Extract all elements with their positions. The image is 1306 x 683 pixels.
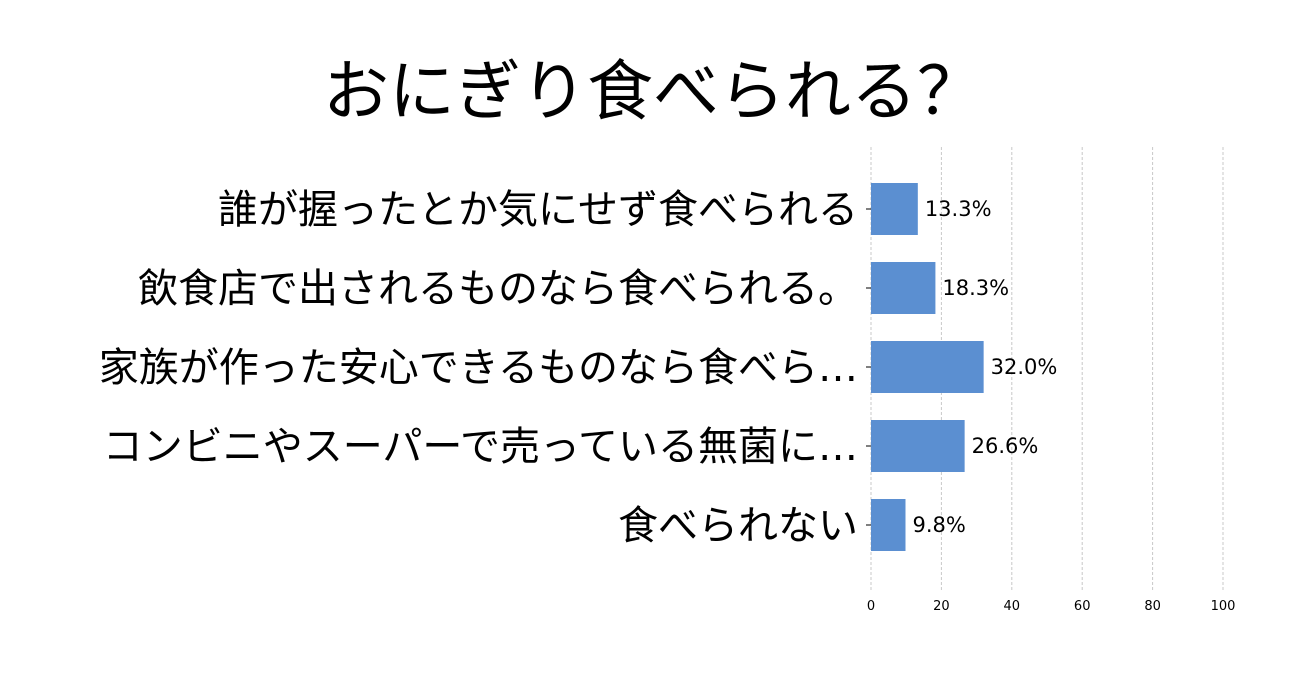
bar-1 (871, 262, 936, 314)
x-tick-label: 20 (933, 599, 950, 614)
value-label: 13.3% (925, 197, 992, 221)
value-label: 32.0% (991, 355, 1058, 379)
category-label: 誰が握ったとか気にせず食べられる (218, 187, 858, 233)
value-label: 26.6% (972, 434, 1039, 458)
category-label: 飲食店で出されるものなら食べられる。 (138, 266, 858, 312)
x-tick-label: 100 (1211, 599, 1236, 614)
x-tick-label: 80 (1144, 599, 1161, 614)
chart-title: おにぎり食べられる？ (323, 53, 983, 130)
value-label: 18.3% (942, 276, 1009, 300)
bar-3 (871, 420, 965, 472)
bar-4 (871, 499, 906, 551)
bar-0 (871, 183, 918, 235)
category-label: 家族が作った安心できるものなら食べら… (99, 345, 858, 391)
value-label: 9.8% (912, 513, 965, 537)
x-tick-label: 60 (1074, 599, 1091, 614)
category-label: 食べられない (618, 503, 858, 549)
bar-2 (871, 341, 984, 393)
x-tick-label: 40 (1004, 599, 1021, 614)
category-label: コンビニやスーパーで売っている無菌に… (103, 424, 858, 470)
x-tick-label: 0 (867, 599, 875, 614)
